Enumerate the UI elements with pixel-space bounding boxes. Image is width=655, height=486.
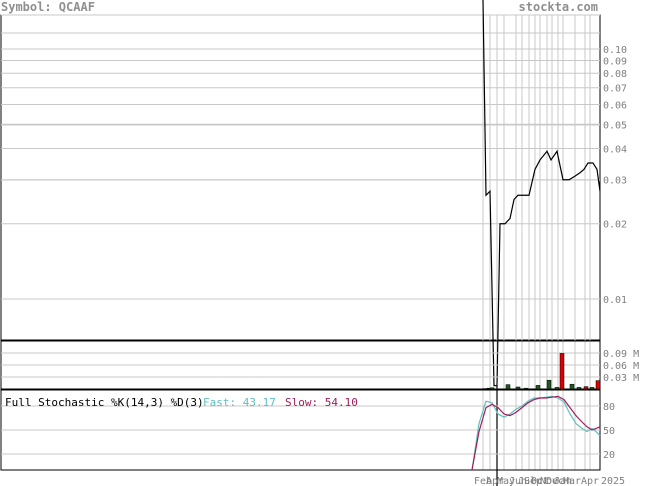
stochastic-slow-label: Slow: 54.10 [285, 396, 358, 409]
volume-bar [595, 380, 601, 390]
date-tick-label: Jul [518, 476, 536, 486]
price-tick-label: 0.04 [603, 144, 627, 155]
volume-bar [576, 387, 582, 390]
price-tick-label: 0.05 [603, 120, 627, 131]
price-series [482, 0, 601, 486]
volume-grid [1, 352, 600, 378]
volume-bar [523, 387, 529, 390]
price-tick-label: 0.08 [603, 69, 627, 80]
date-grid [482, 15, 591, 470]
date-tick-label: Mar [563, 476, 581, 486]
stochastic-axis: 80 50 20 [603, 402, 615, 461]
date-tick-label: Nov [540, 476, 558, 486]
volume-tick-label: 0.06 M [603, 361, 639, 372]
date-tick-label: Apr [581, 476, 599, 486]
stochastic-fast-label: Fast: 43.17 [203, 396, 276, 409]
stochastic-grid [1, 405, 600, 455]
price-tick-label: 0.10 [603, 45, 627, 56]
price-grid [1, 14, 600, 300]
date-tick-label: 2025 [601, 476, 625, 486]
price-tick-label: 0.07 [603, 84, 627, 95]
volume-bar [546, 379, 552, 390]
price-tick-label: 0.02 [603, 220, 627, 231]
volume-axis: 0.09 M0.06 M0.03 M [603, 349, 639, 384]
date-tick-label: Jan [554, 476, 572, 486]
volume-bar [535, 385, 541, 390]
volume-bar [589, 387, 595, 390]
price-tick-label: 0.09 [603, 56, 627, 67]
price-panel [0, 14, 601, 341]
stochastic-tick-label: 80 [603, 402, 615, 413]
volume-tick-label: 0.03 M [603, 373, 639, 384]
price-axis: 0.100.09 0.08 0.07 0.06 0.05 0.04 0.03 0.02 0.01 [603, 45, 627, 306]
price-tick-label: 0.03 [603, 176, 627, 187]
stochastic-series [471, 395, 601, 471]
symbol-label: Symbol: QCAAF [1, 0, 95, 14]
date-tick-label: Apr [486, 476, 504, 486]
volume-bar [554, 387, 560, 390]
volume-bar [569, 383, 575, 390]
volume-bar [489, 387, 495, 390]
date-tick-label: May [497, 476, 515, 486]
volume-bar [515, 386, 521, 390]
volume-tick-label: 0.09 M [603, 349, 639, 360]
stochastic-fast-line [471, 395, 601, 471]
site-name: stockta.com [519, 0, 598, 14]
price-line [482, 0, 601, 387]
stochastic-tick-label: 50 [603, 426, 615, 437]
price-tick-label: 0.06 [603, 100, 627, 111]
volume-bar [505, 384, 511, 390]
date-tick-label: Oct [531, 476, 549, 486]
date-tick-label: Dec [546, 476, 564, 486]
price-tick-label: 0.01 [603, 295, 627, 306]
volume-bar [583, 386, 589, 390]
date-tick-label: Feb [474, 476, 492, 486]
volume-series [482, 353, 601, 390]
stochastic-tick-label: 20 [603, 450, 615, 461]
date-tick-label: Jun [509, 476, 527, 486]
date-tick-label: Sep [524, 476, 542, 486]
stochastic-title: Full Stochastic %K(14,3) %D(3) [5, 396, 204, 409]
volume-bar [559, 353, 565, 390]
stochastic-slow-line [471, 395, 601, 471]
